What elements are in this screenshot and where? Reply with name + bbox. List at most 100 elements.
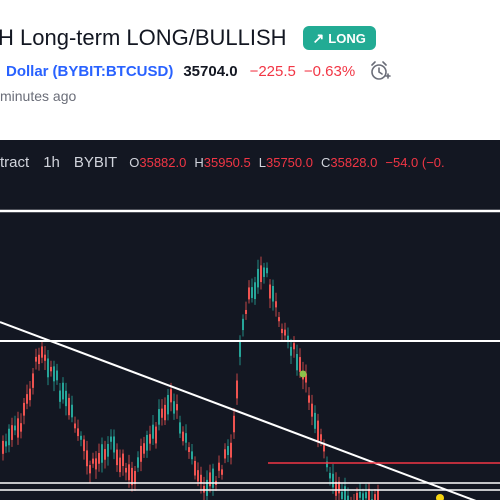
legend-interval: 1h [43, 153, 60, 171]
candle-body [11, 425, 13, 440]
candle-body [155, 426, 157, 444]
candle-body [266, 267, 268, 274]
add-alarm-icon[interactable] [369, 60, 391, 82]
candle-body [341, 491, 343, 499]
candle-body [260, 265, 262, 283]
candle-body [32, 373, 34, 388]
candle-body [164, 404, 166, 421]
candle-body [347, 495, 349, 500]
candle-body [20, 423, 22, 432]
candle-body [77, 428, 79, 437]
candle-body [314, 412, 316, 429]
legend-close-label: C [320, 154, 331, 170]
candle-body [221, 469, 223, 475]
candle-body [230, 442, 232, 458]
symbol-row: Dollar (BYBIT:BTCUSD) 35704.0 −225.5 −0.… [0, 60, 391, 82]
candle-body [14, 425, 16, 431]
price-chart [0, 209, 500, 500]
candle-body [98, 453, 100, 464]
idea-header: H Long-term LONG/BULLISH ↗ LONG Dollar (… [0, 0, 500, 138]
candle-body [305, 373, 307, 383]
candle-body [197, 470, 199, 482]
candle-body [359, 491, 361, 498]
candle-body [257, 268, 259, 288]
candle-body [368, 488, 370, 500]
chart-area[interactable]: tract 1h BYBIT O 35882.0 H 35950.5 L 35750.… [0, 140, 500, 500]
signal-dot [299, 370, 307, 378]
candle-body [212, 468, 214, 488]
last-price: 35704.0 [183, 62, 238, 80]
candle-body [248, 287, 250, 300]
candle-body [308, 395, 310, 403]
candle-body [83, 439, 85, 452]
candle-body [338, 481, 340, 494]
candle-body [356, 492, 358, 500]
candle-body [152, 424, 154, 439]
candle-body [245, 309, 247, 314]
candle-body [137, 457, 139, 468]
candle-body [182, 431, 184, 442]
candle-body [47, 358, 49, 378]
symbol-code-link[interactable]: (BYBIT:BTCUSD) [52, 62, 174, 80]
candle-body [35, 356, 37, 362]
legend-open-value: 35882.0 [139, 154, 187, 170]
legend-open-label: O [129, 154, 140, 170]
candle-body [38, 354, 40, 364]
candle-body [122, 453, 124, 467]
candle-body [44, 354, 46, 361]
candle-body [176, 404, 178, 411]
candle-body [116, 449, 118, 466]
candle-body [86, 450, 88, 467]
candle-body [59, 390, 61, 402]
candle-body [2, 440, 4, 454]
legend-low-value: 35750.0 [265, 154, 313, 170]
candle-body [281, 328, 283, 334]
candle-body [50, 366, 52, 372]
candle-body [290, 346, 292, 356]
candle-body [272, 285, 274, 302]
candle-body [71, 404, 73, 418]
candle-body [179, 422, 181, 434]
candle-body [74, 423, 76, 429]
candle-body [92, 458, 94, 464]
candle-body [329, 472, 331, 479]
candle-body [113, 436, 115, 453]
symbol-legend: tract 1h BYBIT O 35882.0 H 35950.5 L 35750.… [0, 152, 445, 172]
long-badge: ↗ LONG [302, 26, 376, 50]
candle-body [131, 467, 133, 486]
candle-body [158, 409, 160, 425]
candle-body [8, 428, 10, 446]
candle-body [326, 461, 328, 468]
candle-body [143, 443, 145, 454]
candle-body [23, 402, 25, 416]
candle-body [284, 329, 286, 336]
candle-body [119, 457, 121, 473]
candle-body [101, 444, 103, 463]
candle-body [17, 418, 19, 438]
publish-time: minutes ago [0, 88, 77, 104]
candle-body [344, 486, 346, 500]
candle-body [128, 464, 130, 481]
candle-body [89, 465, 91, 474]
candle-body [254, 282, 256, 300]
legend-change: −54.0 (−0. [385, 154, 445, 170]
price-change-percent: −0.63% [303, 62, 356, 80]
long-badge-label: LONG [328, 30, 366, 46]
candle-body [311, 403, 313, 417]
candle-body [161, 408, 163, 418]
candle-body [293, 343, 295, 350]
candle-body [251, 287, 253, 298]
candle-body [167, 394, 169, 415]
legend-high-value: 35950.5 [203, 154, 251, 170]
candle-body [134, 470, 136, 485]
price-change: −225.5 [249, 62, 296, 80]
candle-body [362, 493, 364, 500]
candle-body [278, 317, 280, 322]
candle-body [68, 397, 70, 416]
candle-body [191, 451, 193, 460]
candle-body [374, 494, 376, 500]
symbol-name-link[interactable]: Dollar [6, 62, 49, 80]
candle-body [200, 474, 202, 484]
candle-body [263, 267, 265, 277]
candle-body [227, 446, 229, 456]
